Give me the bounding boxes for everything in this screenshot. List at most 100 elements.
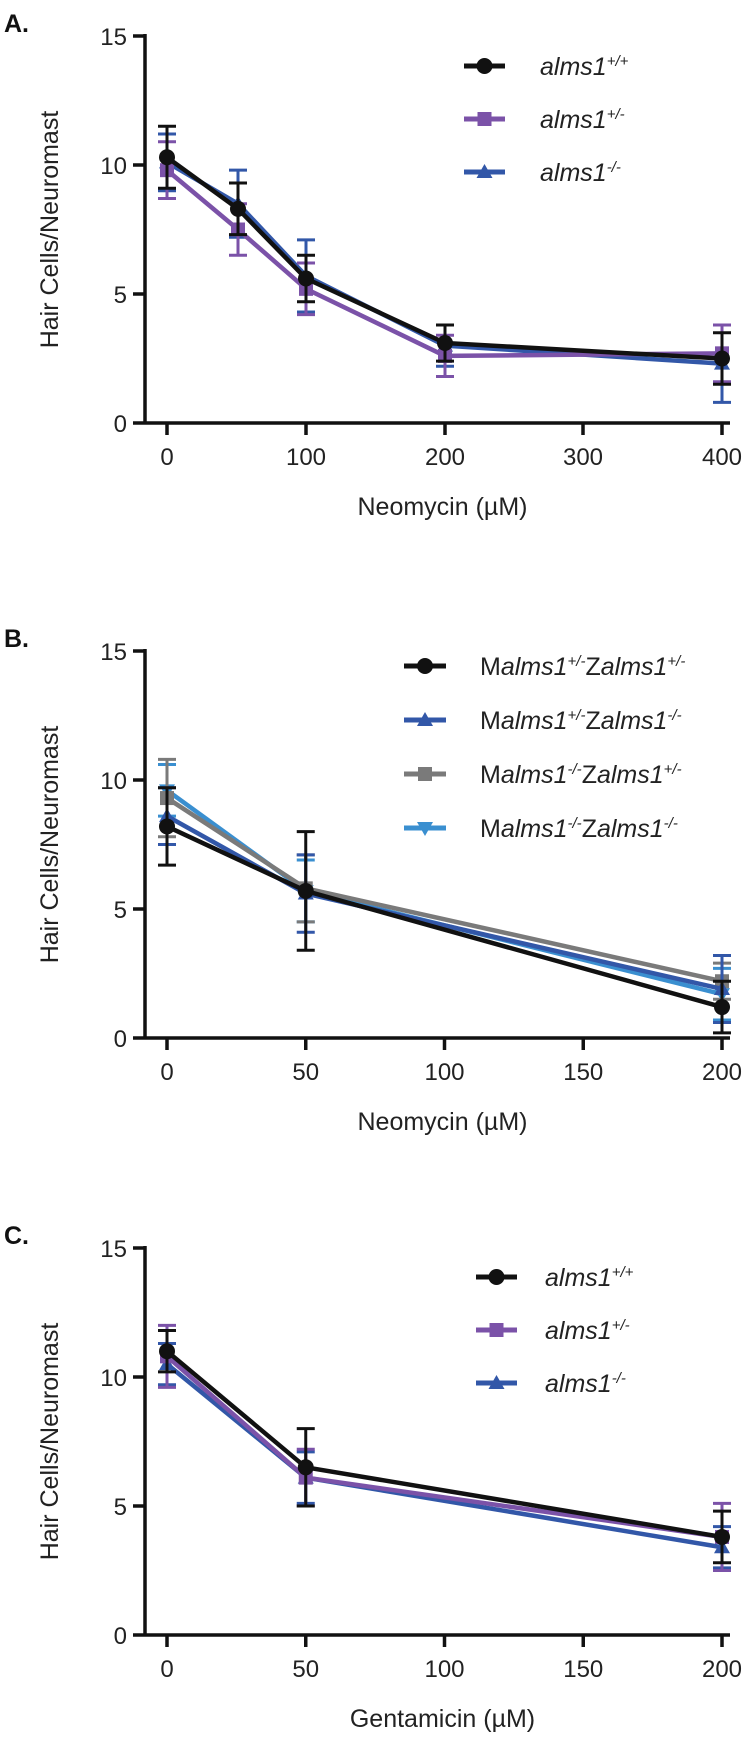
panel-label: A. bbox=[4, 10, 29, 38]
legend-label-part: +/- bbox=[607, 106, 625, 123]
legend-label-part: alms1 bbox=[540, 159, 607, 187]
legend-swatch-marker bbox=[488, 1375, 505, 1389]
y-tick-label: 0 bbox=[114, 1623, 127, 1650]
legend: Malms1+/-Zalms1+/-Malms1+/-Zalms1-/-Malm… bbox=[404, 653, 685, 843]
legend-label-part: +/- bbox=[664, 761, 682, 778]
series-1 bbox=[158, 124, 731, 386]
legend-label-part: M bbox=[480, 653, 501, 681]
legend-label-part: alms1 bbox=[597, 761, 664, 789]
y-tick-label: 10 bbox=[100, 153, 127, 180]
legend-label-part: alms1 bbox=[501, 815, 568, 843]
series-line bbox=[165, 1362, 723, 1550]
legend: alms1+/+alms1+/-alms1-/- bbox=[464, 53, 629, 187]
legend-label: alms1+/+ bbox=[545, 1264, 634, 1292]
legend-label-part: alms1 bbox=[545, 1264, 612, 1292]
legend-label-part: alms1 bbox=[597, 815, 664, 843]
legend-swatch-marker bbox=[417, 712, 433, 726]
x-tick-label: 200 bbox=[702, 1059, 742, 1086]
x-axis-title: Gentamicin (µM) bbox=[350, 1705, 535, 1733]
legend-label-part: -/- bbox=[568, 761, 582, 778]
legend-label: Malms1+/-Zalms1-/- bbox=[480, 707, 682, 735]
y-tick-label: 10 bbox=[100, 768, 127, 795]
legend-label-part: M bbox=[480, 761, 501, 789]
legend-swatch-marker bbox=[418, 767, 432, 781]
legend-swatch-marker bbox=[489, 1323, 504, 1337]
panel-label: B. bbox=[4, 625, 29, 653]
chart-panel-1: A. 0 5 10 15 0 100 200 300 400 Neomycin (µM) Hair C… bbox=[4, 10, 742, 521]
data-point bbox=[714, 999, 730, 1016]
x-tick-label: 0 bbox=[160, 1656, 173, 1683]
data-point bbox=[159, 1343, 175, 1360]
legend-label-part: -/- bbox=[568, 815, 582, 832]
legend-label-part: alms1 bbox=[501, 761, 568, 789]
legend-label: Malms1-/-Zalms1-/- bbox=[480, 815, 678, 843]
legend-label: alms1+/- bbox=[545, 1317, 630, 1345]
legend-label-part: Z bbox=[582, 761, 597, 789]
x-axis-title: Neomycin (µM) bbox=[358, 493, 528, 521]
series-line bbox=[165, 1349, 723, 1540]
data-point bbox=[714, 1528, 730, 1545]
data-point bbox=[159, 149, 175, 166]
y-tick-label: 5 bbox=[114, 897, 127, 924]
legend-label-part: alms1 bbox=[601, 653, 668, 681]
legend-label-part: +/- bbox=[612, 1317, 630, 1334]
legend-label-part: alms1 bbox=[601, 707, 668, 735]
data-point bbox=[297, 882, 314, 899]
legend-label-part: Z bbox=[582, 815, 597, 843]
legend-swatch-marker bbox=[476, 164, 493, 178]
legend-label: alms1-/- bbox=[540, 159, 621, 187]
x-tick-label: 50 bbox=[292, 1059, 319, 1086]
legend-swatch-marker bbox=[417, 822, 433, 836]
legend-item: Malms1+/-Zalms1-/- bbox=[404, 707, 682, 735]
legend-label-part: Z bbox=[585, 707, 600, 735]
x-tick-label: 50 bbox=[292, 1656, 319, 1683]
legend-label-part: alms1 bbox=[545, 1317, 612, 1345]
data-point bbox=[714, 350, 730, 367]
data-point bbox=[159, 818, 175, 835]
legend-label-part: alms1 bbox=[540, 106, 607, 134]
legend-label-part: M bbox=[480, 707, 501, 735]
series-4 bbox=[158, 763, 731, 1022]
y-tick-label: 15 bbox=[100, 639, 127, 666]
legend-label-part: alms1 bbox=[540, 53, 607, 81]
legend-item: alms1+/+ bbox=[476, 1264, 634, 1292]
series-line bbox=[165, 1354, 723, 1540]
legend-swatch-marker bbox=[476, 58, 493, 74]
legend-item: Malms1-/-Zalms1-/- bbox=[404, 815, 678, 843]
legend-swatch-marker bbox=[477, 112, 492, 126]
x-tick-label: 150 bbox=[563, 1059, 603, 1086]
legend-label-part: Z bbox=[585, 653, 600, 681]
legend-label-part: -/- bbox=[667, 707, 681, 724]
data-point bbox=[230, 200, 246, 217]
x-tick-label: 400 bbox=[702, 444, 742, 471]
legend-item: Malms1-/-Zalms1+/- bbox=[404, 761, 682, 789]
legend: alms1+/+alms1+/-alms1-/- bbox=[476, 1264, 634, 1398]
legend-swatch-marker bbox=[417, 658, 433, 674]
y-tick-label: 15 bbox=[100, 1236, 127, 1263]
legend-label: alms1-/- bbox=[545, 1370, 626, 1398]
legend-item: alms1-/- bbox=[464, 159, 621, 187]
legend-label-part: +/- bbox=[568, 653, 586, 670]
y-tick-label: 0 bbox=[114, 1026, 127, 1053]
x-tick-label: 0 bbox=[160, 444, 173, 471]
legend-label-part: -/- bbox=[612, 1370, 626, 1387]
data-point bbox=[297, 1459, 314, 1476]
legend-label-part: +/+ bbox=[612, 1264, 634, 1281]
x-tick-label: 200 bbox=[425, 444, 465, 471]
legend-item: alms1+/- bbox=[464, 106, 625, 134]
legend-label: alms1+/- bbox=[540, 106, 625, 134]
series-1 bbox=[158, 1329, 731, 1565]
legend-label-part: +/- bbox=[568, 707, 586, 724]
legend-label: Malms1+/-Zalms1+/- bbox=[480, 653, 685, 681]
legend-label: Malms1-/-Zalms1+/- bbox=[480, 761, 682, 789]
x-axis-title: Neomycin (µM) bbox=[358, 1108, 528, 1136]
panel-label: C. bbox=[4, 1222, 29, 1250]
series-3 bbox=[158, 1341, 731, 1570]
data-point bbox=[437, 335, 453, 352]
legend-label: alms1+/+ bbox=[540, 53, 629, 81]
legend-item: alms1+/+ bbox=[464, 53, 629, 81]
x-tick-label: 100 bbox=[424, 1656, 464, 1683]
